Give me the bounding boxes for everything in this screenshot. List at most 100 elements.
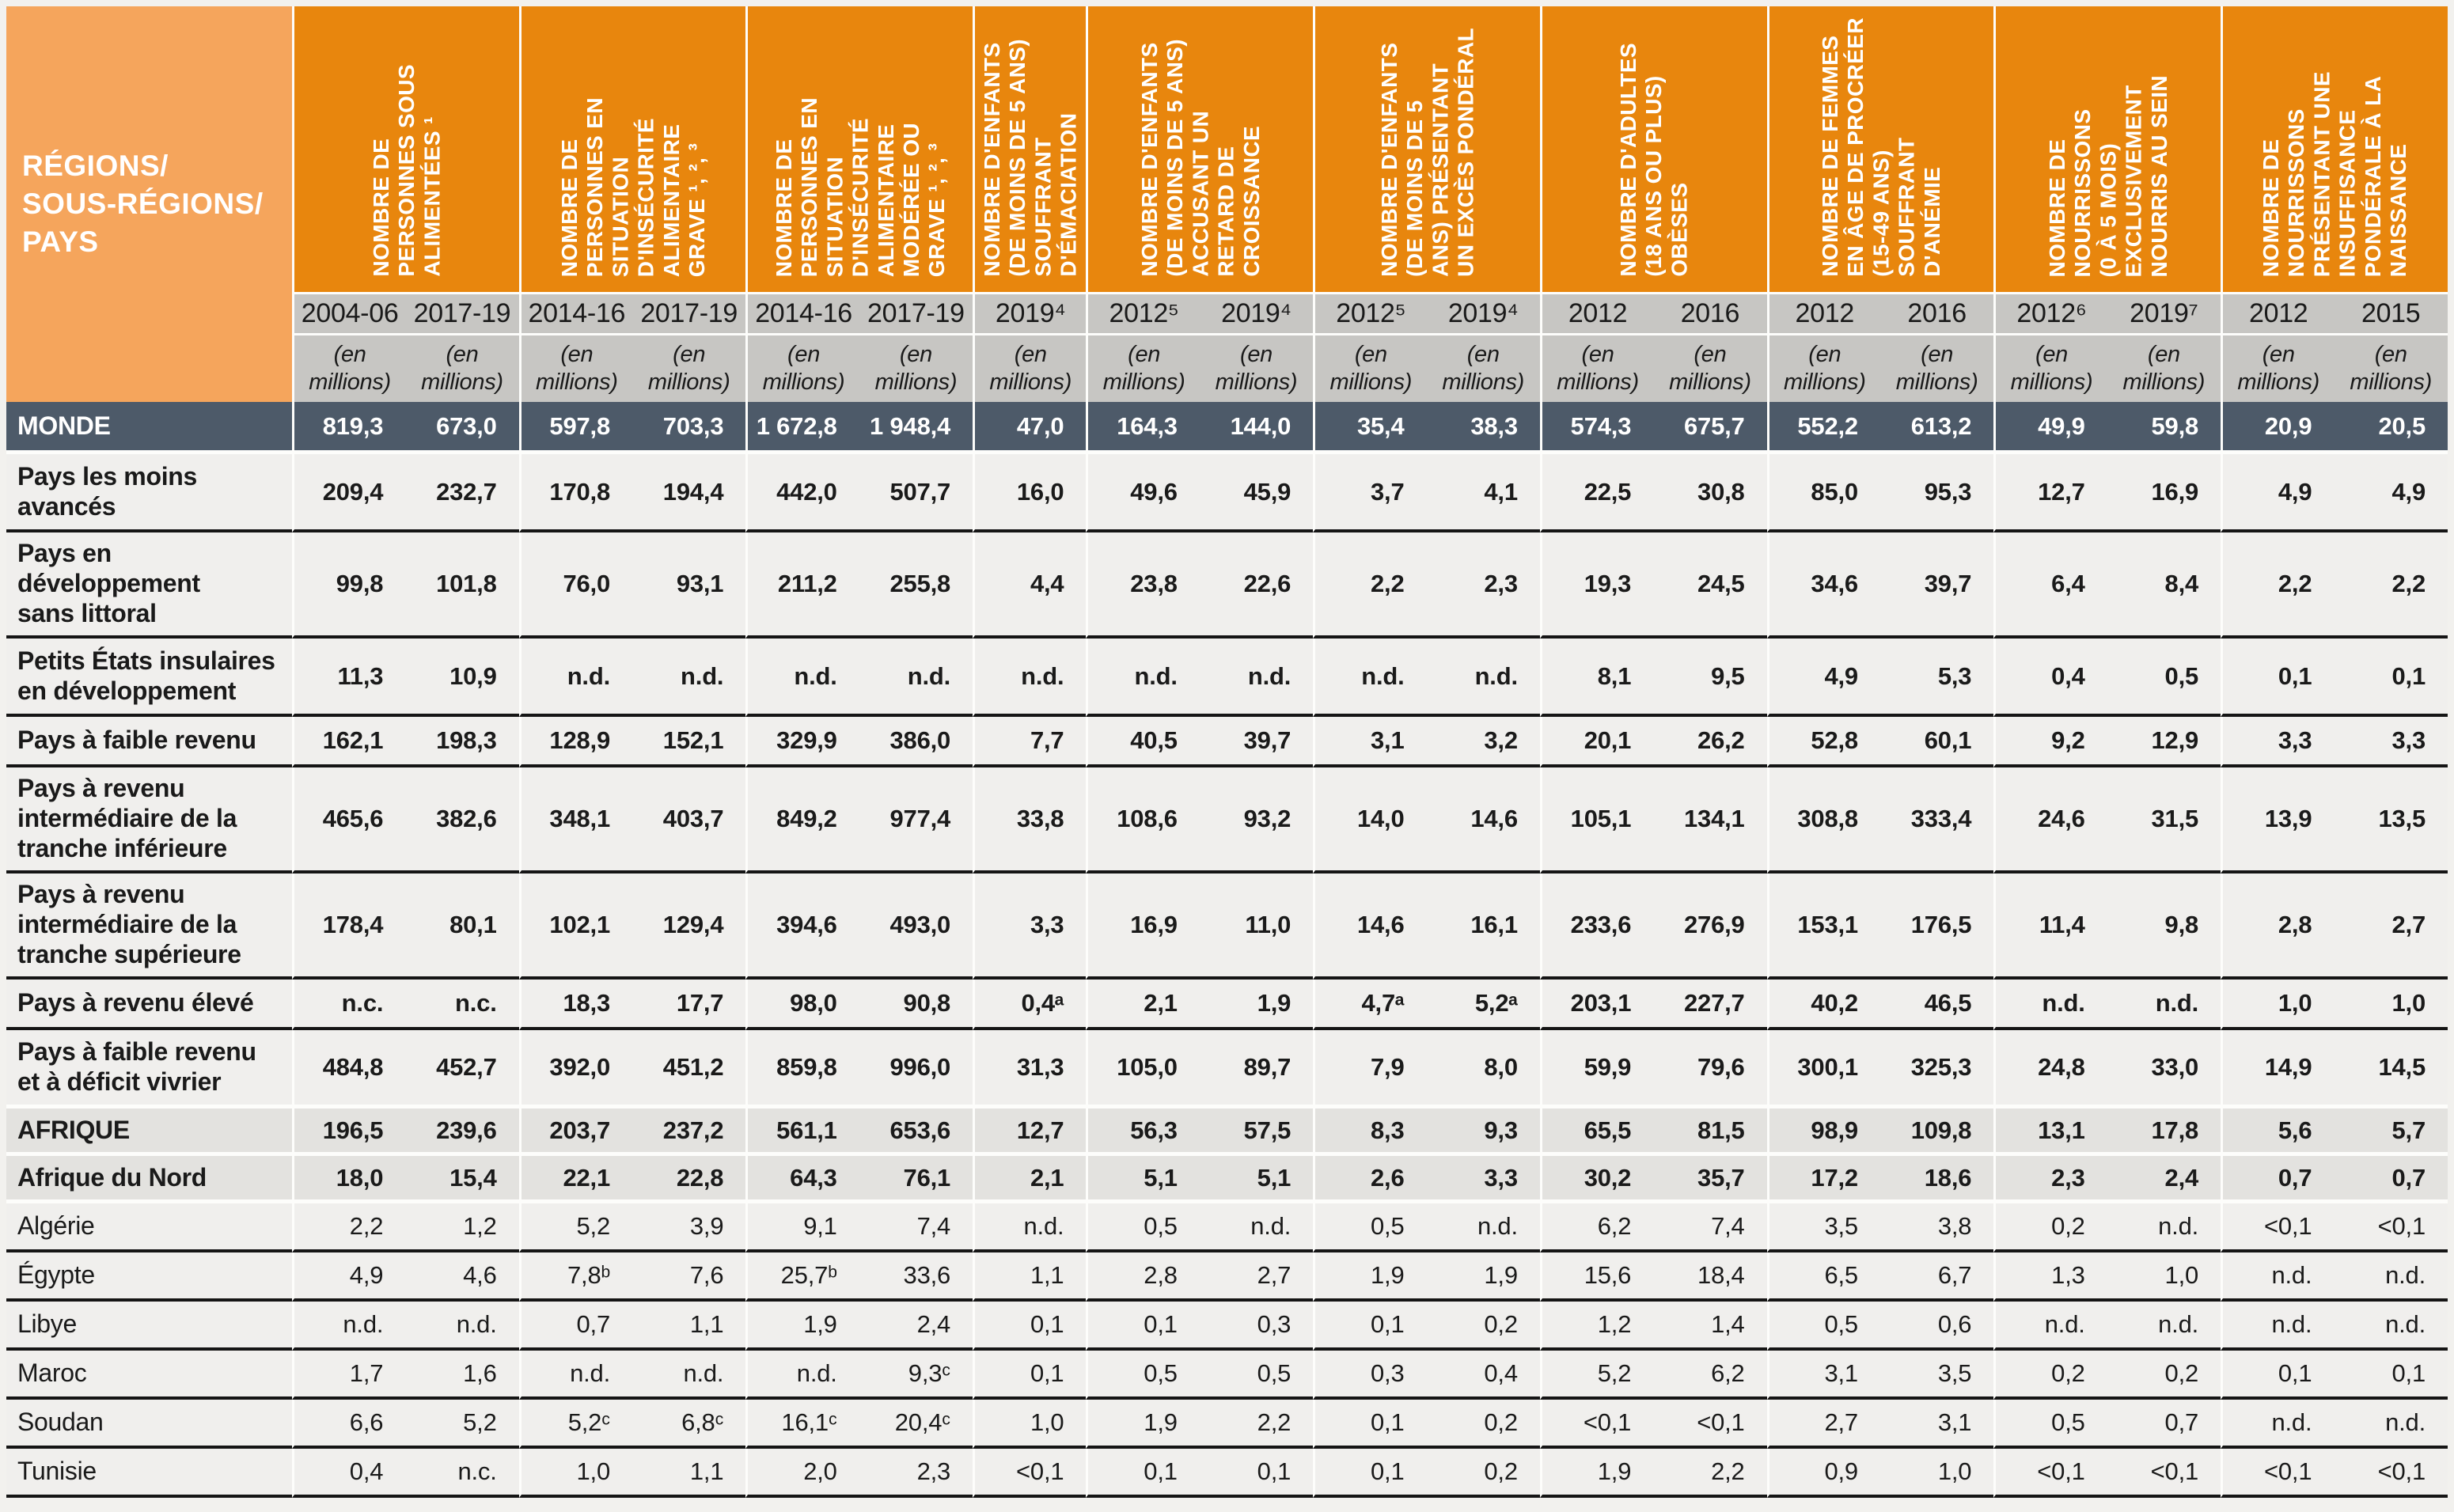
value-cell: 0,5 <box>2107 639 2221 717</box>
value-cell: 329,9 <box>745 717 859 767</box>
value-cell: 0,2 <box>1426 1449 1540 1498</box>
value-cell: 49,9 <box>1993 402 2107 454</box>
value-cell: 39,7 <box>1199 717 1314 767</box>
value-cell: n.d. <box>2107 1302 2221 1351</box>
value-cell: 386,0 <box>859 717 973 767</box>
value-cell: 1,0 <box>2107 1252 2221 1302</box>
value-cell: 20,1 <box>1539 717 1654 767</box>
value-cell: 3,3 <box>1426 1156 1540 1203</box>
value-cell: 2,0 <box>745 1449 859 1498</box>
value-cell: 52,8 <box>1766 717 1880 767</box>
value-cell: 56,3 <box>1086 1108 1200 1156</box>
value-cell: 1,6 <box>405 1351 519 1400</box>
unit-cell: (en millions) <box>2334 335 2448 402</box>
value-cell: 493,0 <box>859 873 973 980</box>
value-cell: 0,1 <box>2334 1351 2448 1400</box>
value-cell: 24,5 <box>1653 532 1767 639</box>
value-cell: 90,8 <box>859 980 973 1030</box>
value-cell: 35,4 <box>1313 402 1427 454</box>
value-cell: 16,1 <box>1426 873 1540 980</box>
value-cell: 276,9 <box>1653 873 1767 980</box>
value-cell: 93,2 <box>1199 767 1314 873</box>
row-label: Pays à revenu élevé <box>6 980 292 1030</box>
value-cell: 12,9 <box>2107 717 2221 767</box>
value-cell: n.d. <box>2221 1252 2335 1302</box>
value-cell: 5,6 <box>2221 1108 2335 1156</box>
value-cell: 3,5 <box>1879 1351 1994 1400</box>
value-cell: 9,1 <box>745 1203 859 1252</box>
value-cell: 8,4 <box>2107 532 2221 639</box>
value-cell: 1,9 <box>1426 1252 1540 1302</box>
value-cell: 33,8 <box>973 767 1087 873</box>
value-cell: 9,8 <box>2107 873 2221 980</box>
value-cell: 227,7 <box>1653 980 1767 1030</box>
value-cell: 0,1 <box>1313 1400 1427 1449</box>
value-cell: 333,4 <box>1879 767 1994 873</box>
year-cell: 2004-06 <box>291 294 406 335</box>
value-cell: 176,5 <box>1879 873 1994 980</box>
value-cell: 99,8 <box>291 532 406 639</box>
value-cell: n.d. <box>1199 639 1314 717</box>
value-cell: n.c. <box>405 1449 519 1498</box>
column-group-label: NOMBRE D'ENFANTS (DE MOINS DE 5 ANS) ACC… <box>1136 39 1264 277</box>
value-cell: <0,1 <box>2221 1203 2335 1252</box>
value-cell: 325,3 <box>1879 1030 1994 1108</box>
value-cell: 6,7 <box>1879 1252 1994 1302</box>
value-cell: n.d. <box>1426 1203 1540 1252</box>
regions-header-cell: RÉGIONS/ SOUS-RÉGIONS/ PAYS <box>6 6 292 402</box>
unit-cell: (en millions) <box>1086 335 1200 402</box>
value-cell: 4,1 <box>1426 454 1540 532</box>
value-cell: 2,7 <box>1766 1400 1880 1449</box>
value-cell: 18,4 <box>1653 1252 1767 1302</box>
value-cell: 65,5 <box>1539 1108 1654 1156</box>
value-cell: 20,5 <box>2334 402 2448 454</box>
value-cell: n.d. <box>2334 1252 2448 1302</box>
value-cell: 2,2 <box>2221 532 2335 639</box>
value-cell: 95,3 <box>1879 454 1994 532</box>
value-cell: 11,0 <box>1199 873 1314 980</box>
unit-cell: (en millions) <box>518 335 632 402</box>
value-cell: 38,3 <box>1426 402 1540 454</box>
value-cell: 4,4 <box>973 532 1087 639</box>
value-cell: 0,1 <box>1086 1449 1200 1498</box>
value-cell: 164,3 <box>1086 402 1200 454</box>
value-cell: n.d. <box>518 1351 632 1400</box>
value-cell: 22,6 <box>1199 532 1314 639</box>
value-cell: 0,2 <box>1993 1351 2107 1400</box>
row-label: Afrique du Nord <box>6 1156 292 1203</box>
value-cell: n.d. <box>1086 639 1200 717</box>
value-cell: 308,8 <box>1766 767 1880 873</box>
value-cell: 819,3 <box>291 402 406 454</box>
value-cell: 1 948,4 <box>859 402 973 454</box>
value-cell: 3,3 <box>2221 717 2335 767</box>
value-cell: 484,8 <box>291 1030 406 1108</box>
unit-cell: (en millions) <box>1879 335 1994 402</box>
value-cell: 0,1 <box>2334 639 2448 717</box>
value-cell: 0,4ᵃ <box>973 980 1087 1030</box>
value-cell: 5,2ᵃ <box>1426 980 1540 1030</box>
unit-cell: (en millions) <box>2107 335 2221 402</box>
value-cell: 31,3 <box>973 1030 1087 1108</box>
value-cell: 2,2 <box>1199 1400 1314 1449</box>
value-cell: 403,7 <box>632 767 746 873</box>
table-row: Pays en développement sans littoral 99,8 1… <box>6 532 2448 639</box>
value-cell: 40,2 <box>1766 980 1880 1030</box>
value-cell: 11,3 <box>291 639 406 717</box>
year-cell: 2014-16 <box>518 294 632 335</box>
value-cell: 17,7 <box>632 980 746 1030</box>
value-cell: n.d. <box>291 1302 406 1351</box>
value-cell: 239,6 <box>405 1108 519 1156</box>
value-cell: 0,7 <box>2334 1156 2448 1203</box>
value-cell: n.d. <box>2334 1400 2448 1449</box>
value-cell: 0,1 <box>1313 1449 1427 1498</box>
unit-cell: (en millions) <box>973 335 1087 402</box>
value-cell: 25,7ᵇ <box>745 1252 859 1302</box>
table-row: Afrique du Nord 18,0 15,4 22,1 22,8 64,3 76,1 2… <box>6 1156 2448 1203</box>
year-cell: 2017-19 <box>405 294 519 335</box>
value-cell: 7,6 <box>632 1252 746 1302</box>
value-cell: n.d. <box>745 1351 859 1400</box>
column-group-label: NOMBRE DE PERSONNES SOUS ALIMENTÉES ¹ <box>368 64 444 277</box>
value-cell: 76,0 <box>518 532 632 639</box>
value-cell: 9,2 <box>1993 717 2107 767</box>
value-cell: 102,1 <box>518 873 632 980</box>
